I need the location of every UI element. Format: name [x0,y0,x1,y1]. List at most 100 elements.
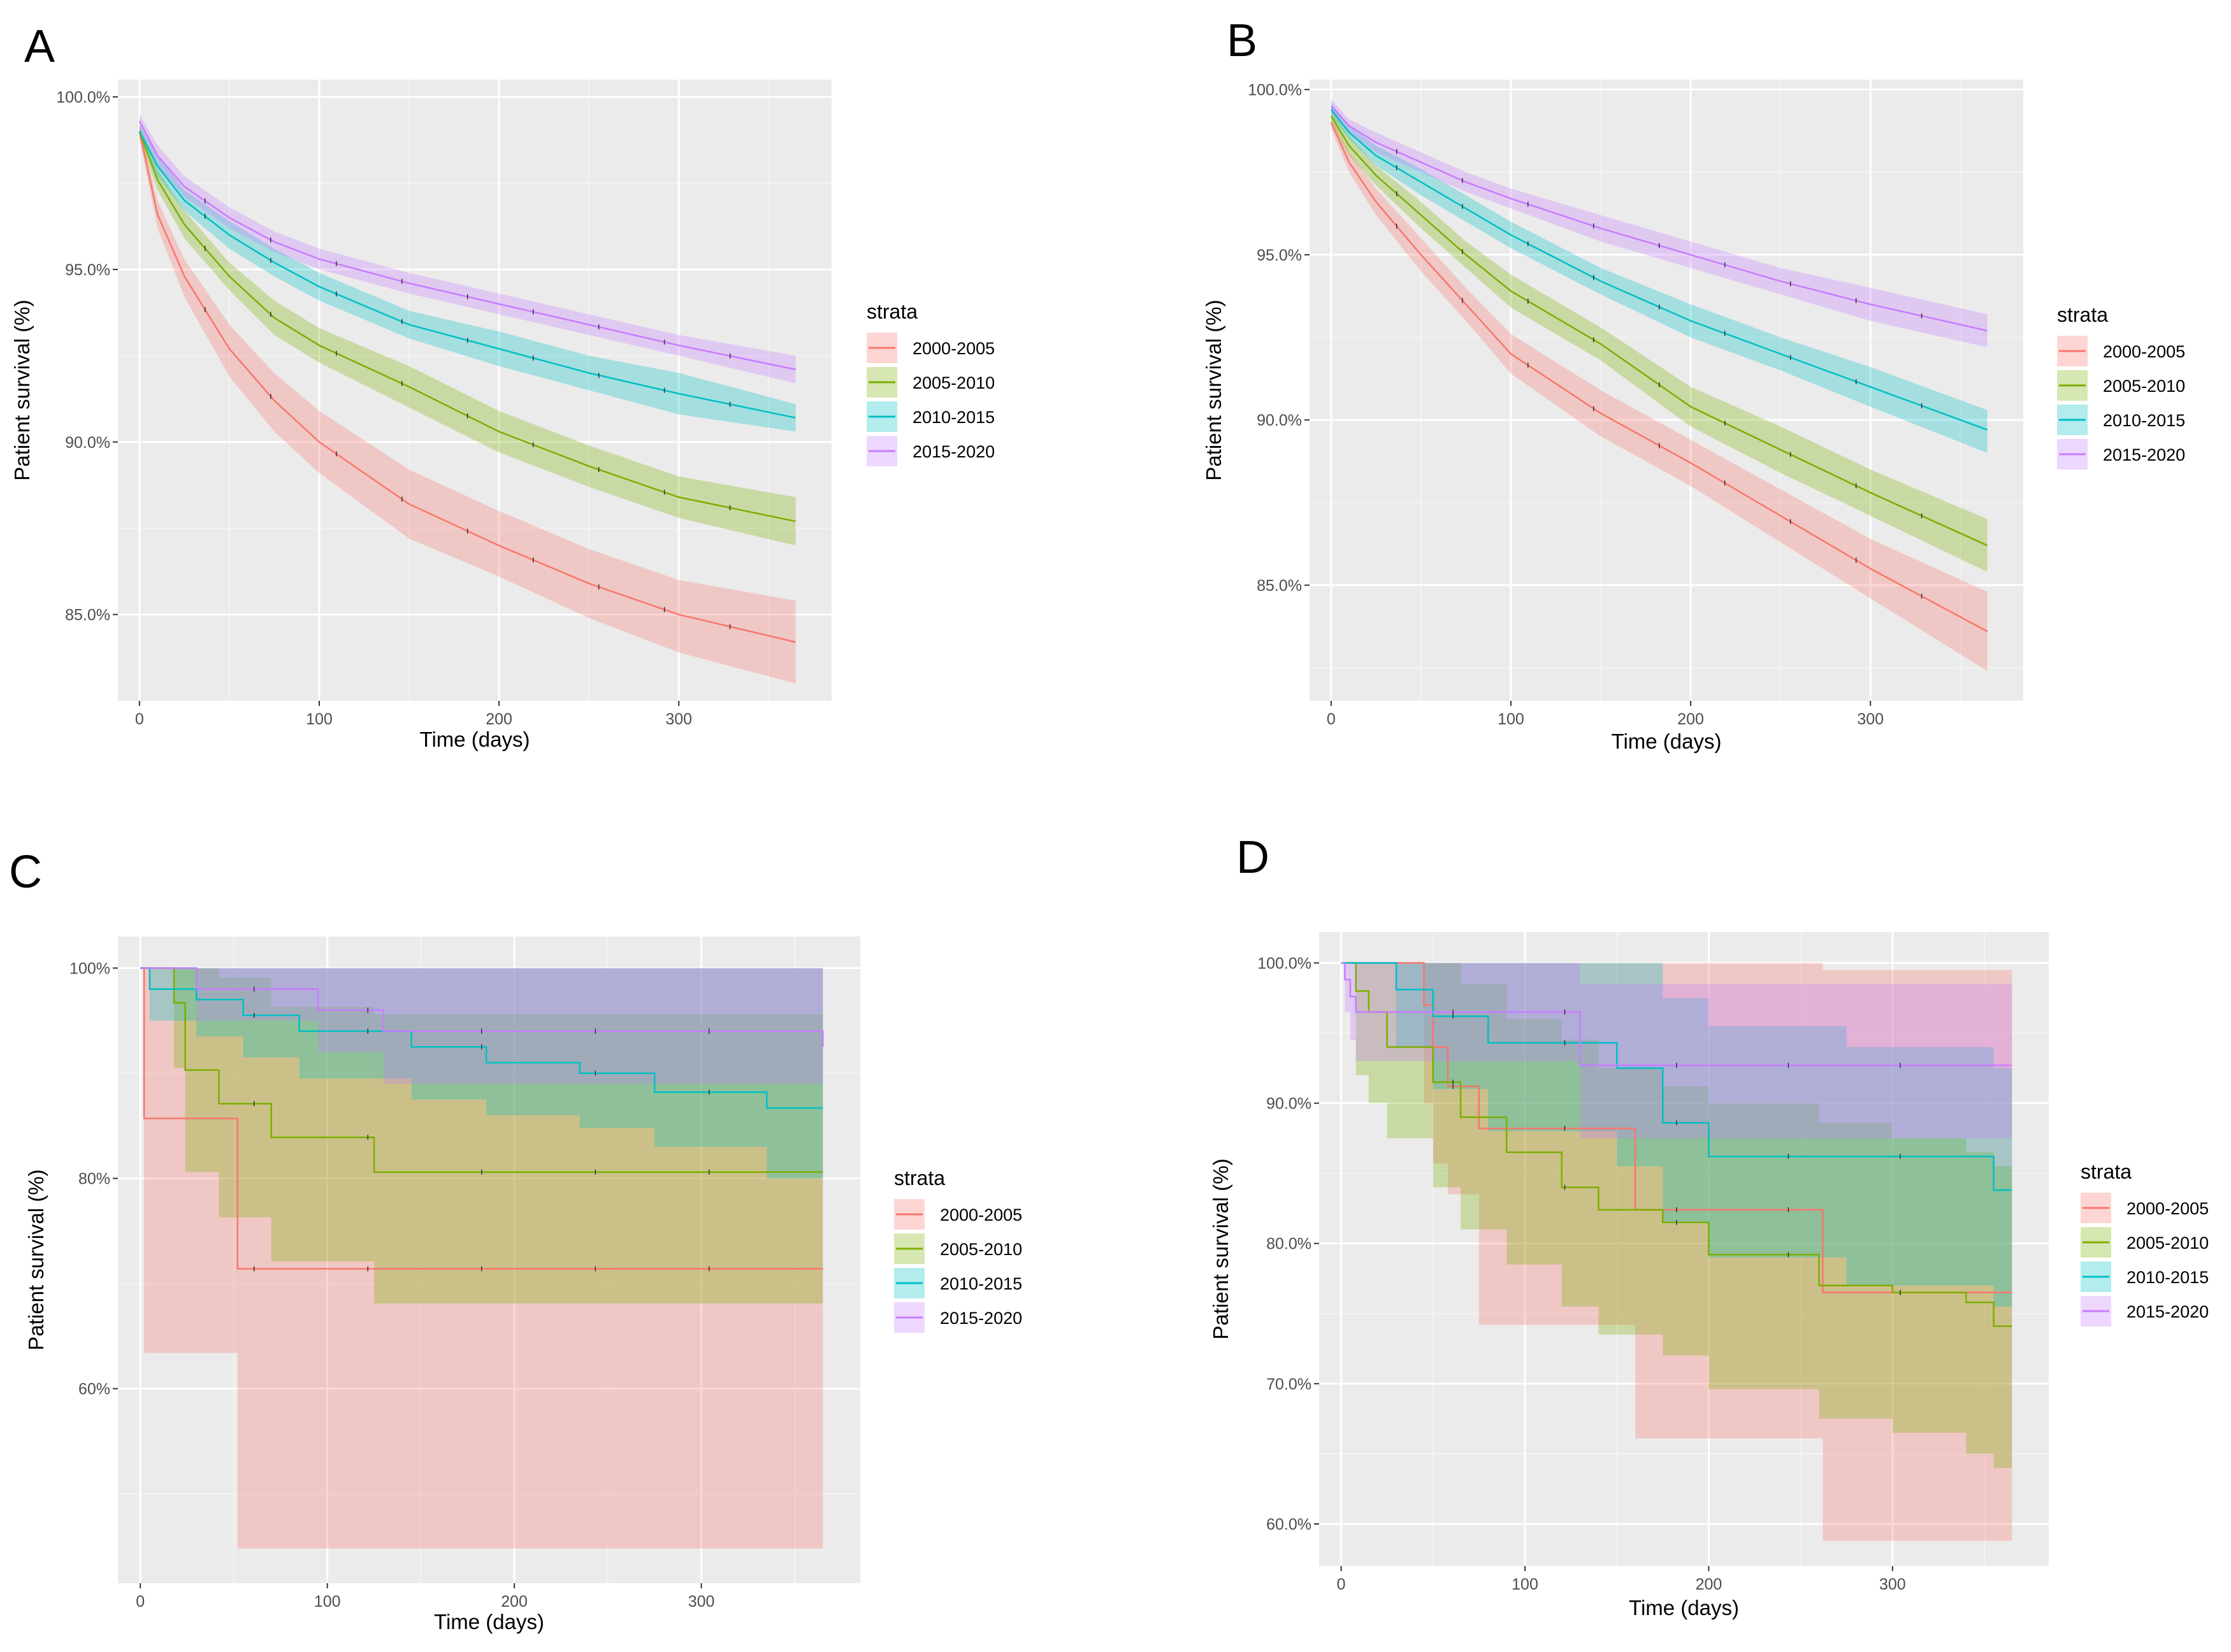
y-tick-label: 95.0% [65,261,110,279]
ci-band-2010-2015 [140,968,823,1179]
legend-label: 2010-2015 [2103,411,2185,430]
x-axis-title: Time (days) [434,1610,544,1634]
legend-label: 2000-2005 [913,339,995,358]
survival-curve-2010-2015 [140,967,823,1109]
x-tick-label: 300 [665,710,692,728]
y-tick-label: 80.0% [1266,1235,1311,1253]
panel-letter: A [24,21,55,72]
panel-letter: C [9,847,42,898]
survival-curve-2015-2020 [1341,962,2012,1067]
survival-curve-2015-2020 [1330,105,1988,332]
y-tick-label: 100.0% [1248,82,1302,99]
y-tick-label: 60.0% [1266,1516,1311,1533]
legend-label: 2000-2005 [940,1205,1022,1225]
y-tick-label: 95.0% [1257,247,1302,264]
survival-curve-2005-2010 [140,967,823,1173]
legend-title: strata [2081,1160,2132,1183]
x-tick-label: 100 [1498,710,1524,728]
legend-label: 2005-2010 [2126,1233,2209,1253]
y-axis-title: Patient survival (%) [24,1169,48,1350]
legend-label: 2015-2020 [913,442,995,461]
ci-band-2005-2010 [1341,963,2012,1468]
x-tick-label: 0 [1327,710,1336,728]
y-tick-label: 85.0% [1257,577,1302,594]
legend-title: strata [894,1167,945,1189]
y-axis-title: Patient survival (%) [1209,1158,1232,1339]
ci-band-2000-2005 [1341,963,2012,1541]
survival-curve-2005-2010 [138,131,796,522]
legend-label: 2010-2015 [940,1274,1022,1293]
survival-curve-2015-2020 [138,120,796,371]
x-tick-label: 0 [1337,1576,1346,1593]
legend: strata 2000-2005 2005-2010 2010-2015 2015-20… [2057,303,2185,470]
x-tick-label: 300 [688,1593,715,1611]
survival-curve-2010-2015 [138,131,796,419]
x-tick-label: 200 [486,710,512,728]
ci-band-2010-2015 [1331,103,1988,454]
x-tick-label: 300 [1857,710,1884,728]
y-tick-label: 90.0% [1257,412,1302,429]
x-axis-title: Time (days) [420,728,530,751]
x-tick-label: 0 [136,1593,145,1611]
plot-background [1319,932,2049,1566]
survival-curve-2000-2005 [138,131,796,643]
legend-label: 2005-2010 [2103,377,2185,396]
x-tick-label: 0 [135,710,144,728]
legend-label: 2015-2020 [2126,1302,2209,1321]
x-tick-label: 100 [1512,1576,1538,1593]
survival-curve-2005-2010 [1330,115,1988,547]
legend: strata 2000-2005 2005-2010 2010-2015 2015-20… [894,1167,1022,1333]
survival-curve-2000-2005 [1330,122,1988,633]
ci-band-2010-2015 [139,124,796,432]
x-tick-label: 200 [1696,1576,1722,1593]
panel-d: D 0 100 200 300 60.0% 70.0% 80.0% 90.0% 100.0% Tim… [1209,832,2209,1620]
ci-band-2010-2015 [1341,963,2012,1307]
x-tick-label: 100 [314,1593,341,1611]
legend-label: 2015-2020 [940,1309,1022,1328]
y-tick-label: 90.0% [65,434,110,452]
ci-band-2015-2020 [1331,99,1988,348]
survival-curve-2015-2020 [140,967,824,1047]
y-tick-label: 70.0% [1266,1375,1311,1393]
y-tick-label: 100.0% [1257,954,1311,972]
y-tick-label: 60% [78,1381,110,1398]
x-tick-label: 200 [1677,710,1704,728]
survival-curve-2000-2005 [1341,962,2012,1293]
y-axis-title: Patient survival (%) [1202,299,1225,480]
panel-c: C 0 100 200 300 60% 80% 100% Time (days) Patient … [9,847,1022,1634]
ci-band-2015-2020 [140,968,823,1105]
ci-band-2015-2020 [1341,963,2012,1138]
legend-label: 2010-2015 [2126,1268,2209,1287]
ci-band-2005-2010 [1331,109,1988,572]
legend-label: 2000-2005 [2126,1199,2209,1218]
panel-b: B 0 100 200 300 85.0% 90.0% 95.0% 100.0% Time (da… [1202,15,2185,753]
ci-band-2005-2010 [140,968,823,1304]
chart-root: A 0 100 200 300 85.0% 90.0% 95.0% 100.0% Time (da… [9,15,2209,1634]
legend-label: 2005-2010 [940,1240,1022,1259]
legend: strata 2000-2005 2005-2010 2010-2015 2015-20… [2081,1160,2209,1326]
legend-title: strata [2057,303,2108,326]
y-tick-label: 90.0% [1266,1095,1311,1113]
ci-band-2000-2005 [1331,116,1988,672]
legend-label: 2000-2005 [2103,342,2185,361]
panel-letter: D [1236,832,1269,883]
ci-band-2005-2010 [139,124,796,546]
x-axis-title: Time (days) [1612,729,1722,753]
legend-title: strata [867,300,918,323]
x-tick-label: 200 [501,1593,528,1611]
panel-letter: B [1227,15,1257,66]
legend-label: 2010-2015 [913,408,995,427]
x-tick-label: 300 [1879,1576,1906,1593]
y-tick-label: 80% [78,1170,110,1188]
ci-band-2000-2005 [140,968,823,1549]
panel-a: A 0 100 200 300 85.0% 90.0% 95.0% 100.0% Time (da… [10,21,995,751]
legend-label: 2005-2010 [913,373,995,392]
survival-curve-2010-2015 [1330,108,1988,431]
y-axis-title: Patient survival (%) [10,299,34,480]
legend-label: 2015-2020 [2103,445,2185,464]
legend: strata 2000-2005 2005-2010 2010-2015 2015-20… [867,300,995,466]
y-tick-label: 100.0% [56,89,110,106]
y-tick-label: 85.0% [65,607,110,624]
plot-background [118,937,860,1583]
